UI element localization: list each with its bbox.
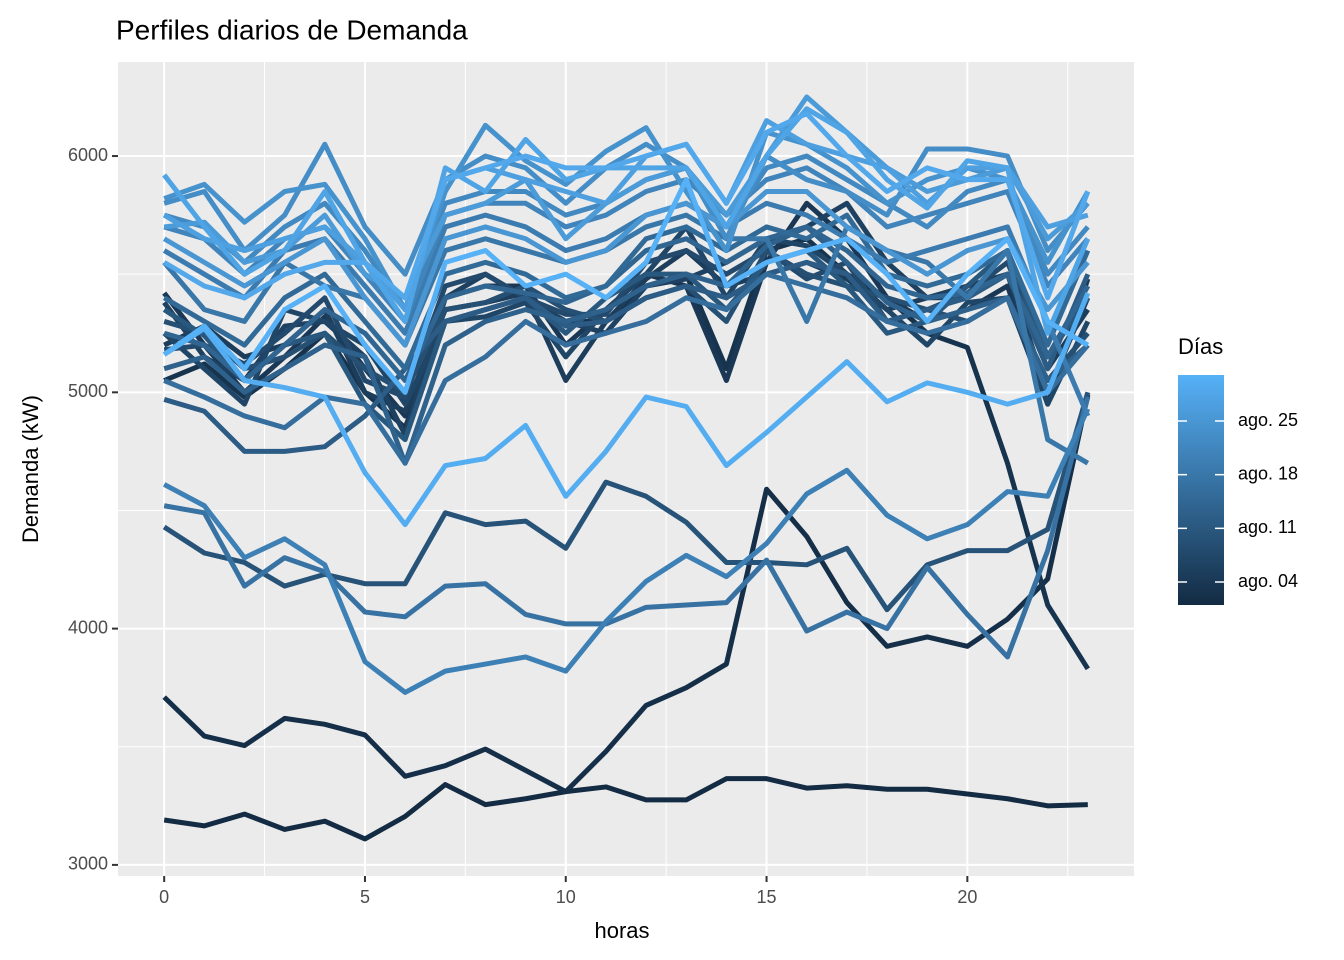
series-line — [163, 94, 1090, 301]
series-line — [163, 271, 1090, 466]
series-line — [162, 106, 1091, 336]
series-line — [163, 396, 1091, 660]
series-line — [163, 407, 1091, 695]
series-line — [162, 111, 1091, 301]
y-tick-label: 3000 — [68, 854, 108, 874]
series-line — [162, 394, 1091, 795]
y-tick-label: 6000 — [68, 145, 108, 165]
series-line — [163, 141, 1090, 277]
series-line — [162, 177, 1090, 395]
colorbar-label: ago. 25 — [1238, 410, 1298, 430]
y-tick-label: 4000 — [68, 617, 108, 637]
series-line — [162, 212, 1091, 372]
series-line — [162, 391, 1091, 613]
x-tick-label: 15 — [757, 887, 777, 907]
series-line — [162, 292, 1091, 528]
series-line — [163, 259, 1091, 454]
x-tick-label: 10 — [556, 887, 576, 907]
y-axis-label: Demanda (kW) — [18, 395, 43, 543]
series-line — [163, 122, 1090, 313]
x-tick-label: 20 — [957, 887, 977, 907]
x-tick-label: 5 — [360, 887, 370, 907]
colorbar-label: ago. 04 — [1238, 571, 1298, 591]
series-line — [163, 224, 1090, 466]
panel — [118, 62, 1134, 876]
colorbar — [1178, 375, 1224, 605]
x-axis-label: horas — [594, 918, 649, 943]
series-line — [163, 776, 1088, 842]
x-tick-label: 0 — [159, 887, 169, 907]
colorbar-label: ago. 11 — [1238, 517, 1297, 537]
chart-title: Perfiles diarios de Demanda — [116, 14, 468, 45]
colorbar-label: ago. 18 — [1238, 463, 1298, 483]
y-tick-label: 5000 — [68, 381, 108, 401]
series-line — [163, 224, 1090, 384]
series-line — [162, 188, 1090, 348]
legend-title: Días — [1178, 334, 1223, 359]
